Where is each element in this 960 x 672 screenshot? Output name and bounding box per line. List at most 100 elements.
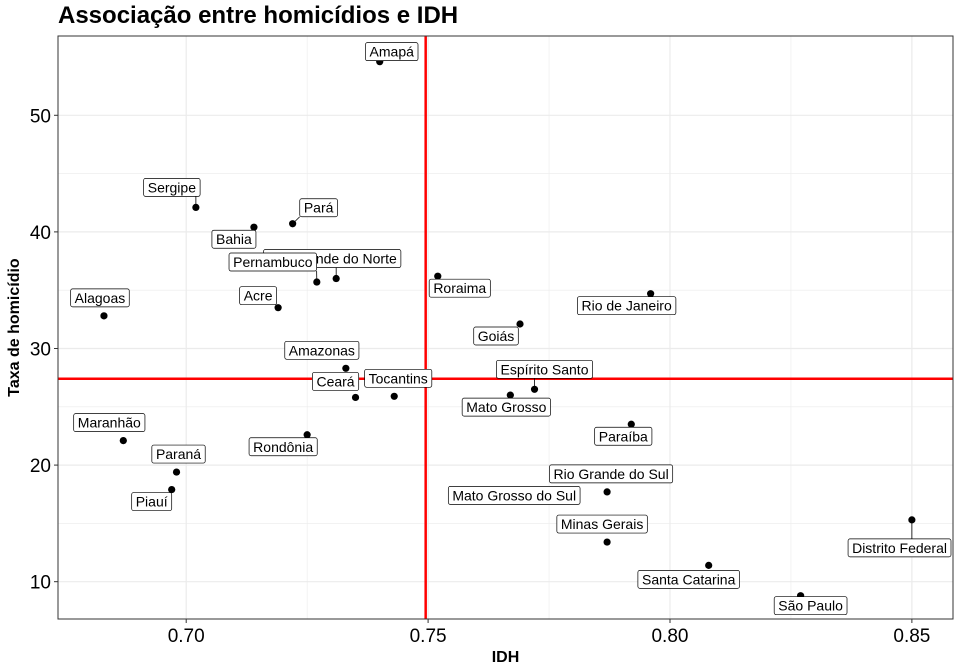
point-paraiba (627, 420, 635, 428)
x-tick-label: 0.75 (410, 626, 447, 647)
label-text: Minas Gerais (561, 516, 643, 532)
point-ceara (351, 393, 360, 402)
point-sergipe (192, 203, 200, 212)
x-tick-label: 0.85 (893, 626, 930, 647)
label-text: Alagoas (75, 290, 126, 306)
point-roraima (434, 272, 442, 280)
point-rio-de-janeiro (647, 290, 655, 298)
label-amazonas: Amazonas (284, 340, 360, 360)
point-para (289, 220, 297, 228)
label-text: Amapá (370, 44, 415, 60)
label-box (594, 426, 653, 446)
label-box (131, 492, 173, 511)
label-text: São Paulo (778, 598, 843, 614)
label-box (299, 198, 338, 218)
point-rondonia (303, 431, 311, 439)
label-box (239, 286, 277, 306)
label-text: Amazonas (289, 342, 355, 358)
label-box (70, 288, 130, 308)
label-ceara: Ceará (312, 372, 360, 391)
label-paraiba: Paraíba (594, 426, 653, 446)
label-text: Tocantins (369, 370, 428, 386)
point-rio-grande-do-sul (603, 488, 611, 496)
label-text: Mato Grosso (466, 399, 546, 415)
label-box (428, 278, 491, 298)
label-text: Mato Grosso do Sul (452, 487, 576, 503)
label-santa-catarina: Santa Catarina (637, 570, 740, 589)
point-goias (516, 320, 524, 328)
x-axis-title: IDH (492, 649, 520, 666)
label-distrito-federal: Distrito Federal (847, 538, 952, 558)
label-piaui: Piauí (131, 492, 173, 511)
label-para: Pará (299, 198, 338, 218)
axes: 0.70 0.75 0.80 0.85 10 20 30 40 50 (30, 106, 931, 647)
label-text: Pernambuco (233, 254, 313, 270)
label-sergipe: Sergipe (143, 178, 201, 197)
label-box (364, 368, 433, 388)
label-box (473, 326, 519, 346)
label-text: Ceará (316, 373, 354, 389)
label-box (365, 42, 419, 62)
label-box (248, 437, 318, 457)
label-mato-grosso-do-sul: Mato Grosso do Sul (447, 486, 581, 505)
label-rio-grande-do-sul: Rio Grande do Sul (549, 464, 674, 484)
label-text: Piauí (136, 494, 168, 510)
label-box (637, 570, 740, 589)
point-amazonas (342, 364, 350, 372)
label-text: Rio Grande do Sul (554, 466, 669, 482)
y-tick-label: 20 (30, 456, 51, 477)
label-roraima: Roraima (428, 278, 491, 298)
label-text: Acre (244, 288, 273, 304)
point-pernambuco (313, 278, 321, 286)
label-text: Santa Catarina (642, 571, 736, 587)
label-text: Sergipe (148, 179, 196, 195)
point-santa-catarina (705, 561, 713, 569)
label-text: Goiás (478, 328, 515, 344)
label-bahia: Bahia (211, 229, 257, 249)
label-text: Bahia (216, 231, 252, 247)
data-points (100, 58, 916, 600)
point-minas-gerais (603, 538, 611, 546)
y-tick-label: 50 (30, 106, 51, 127)
label-box (496, 359, 593, 379)
label-box (549, 464, 674, 484)
label-box (73, 413, 146, 432)
label-mato-grosso: Mato Grosso (461, 397, 551, 417)
label-parana: Paraná (151, 444, 206, 464)
label-box (284, 340, 360, 360)
point-alagoas (100, 312, 108, 320)
point-maranhao (119, 437, 127, 445)
label-espirito-santo: Espírito Santo (496, 359, 593, 379)
label-amapa: Amapá (365, 42, 419, 62)
label-pernambuco: Pernambuco (228, 252, 317, 272)
label-text: Distrito Federal (852, 540, 947, 556)
y-tick-label: 10 (30, 573, 51, 594)
label-text: Maranhão (78, 415, 141, 431)
point-mato-grosso (506, 391, 514, 399)
label-acre: Acre (239, 286, 277, 306)
label-minas-gerais: Minas Gerais (556, 514, 648, 534)
label-box (773, 596, 848, 616)
label-alagoas: Alagoas (70, 288, 130, 308)
label-goias: Goiás (473, 326, 519, 346)
panel-border (57, 35, 954, 620)
label-box (461, 397, 551, 417)
label-text: Paraná (156, 446, 201, 462)
point-bahia (250, 223, 258, 231)
point-espirito-santo (530, 385, 539, 393)
x-tick-label: 0.70 (168, 626, 205, 647)
point-distrito-federal (908, 516, 916, 524)
label-text: Rio de Janeiro (581, 298, 671, 314)
label-sao-paulo: São Paulo (773, 596, 848, 616)
label-box (577, 296, 677, 316)
y-tick-label: 40 (30, 223, 51, 244)
label-box (143, 178, 201, 197)
x-tick-label: 0.80 (651, 626, 688, 647)
point-tocantins (390, 392, 398, 400)
label-rio-de-janeiro: Rio de Janeiro (577, 296, 677, 316)
y-axis-title: Taxa de homicídio (6, 258, 23, 397)
label-text: Espírito Santo (501, 361, 589, 377)
label-box (312, 372, 360, 391)
